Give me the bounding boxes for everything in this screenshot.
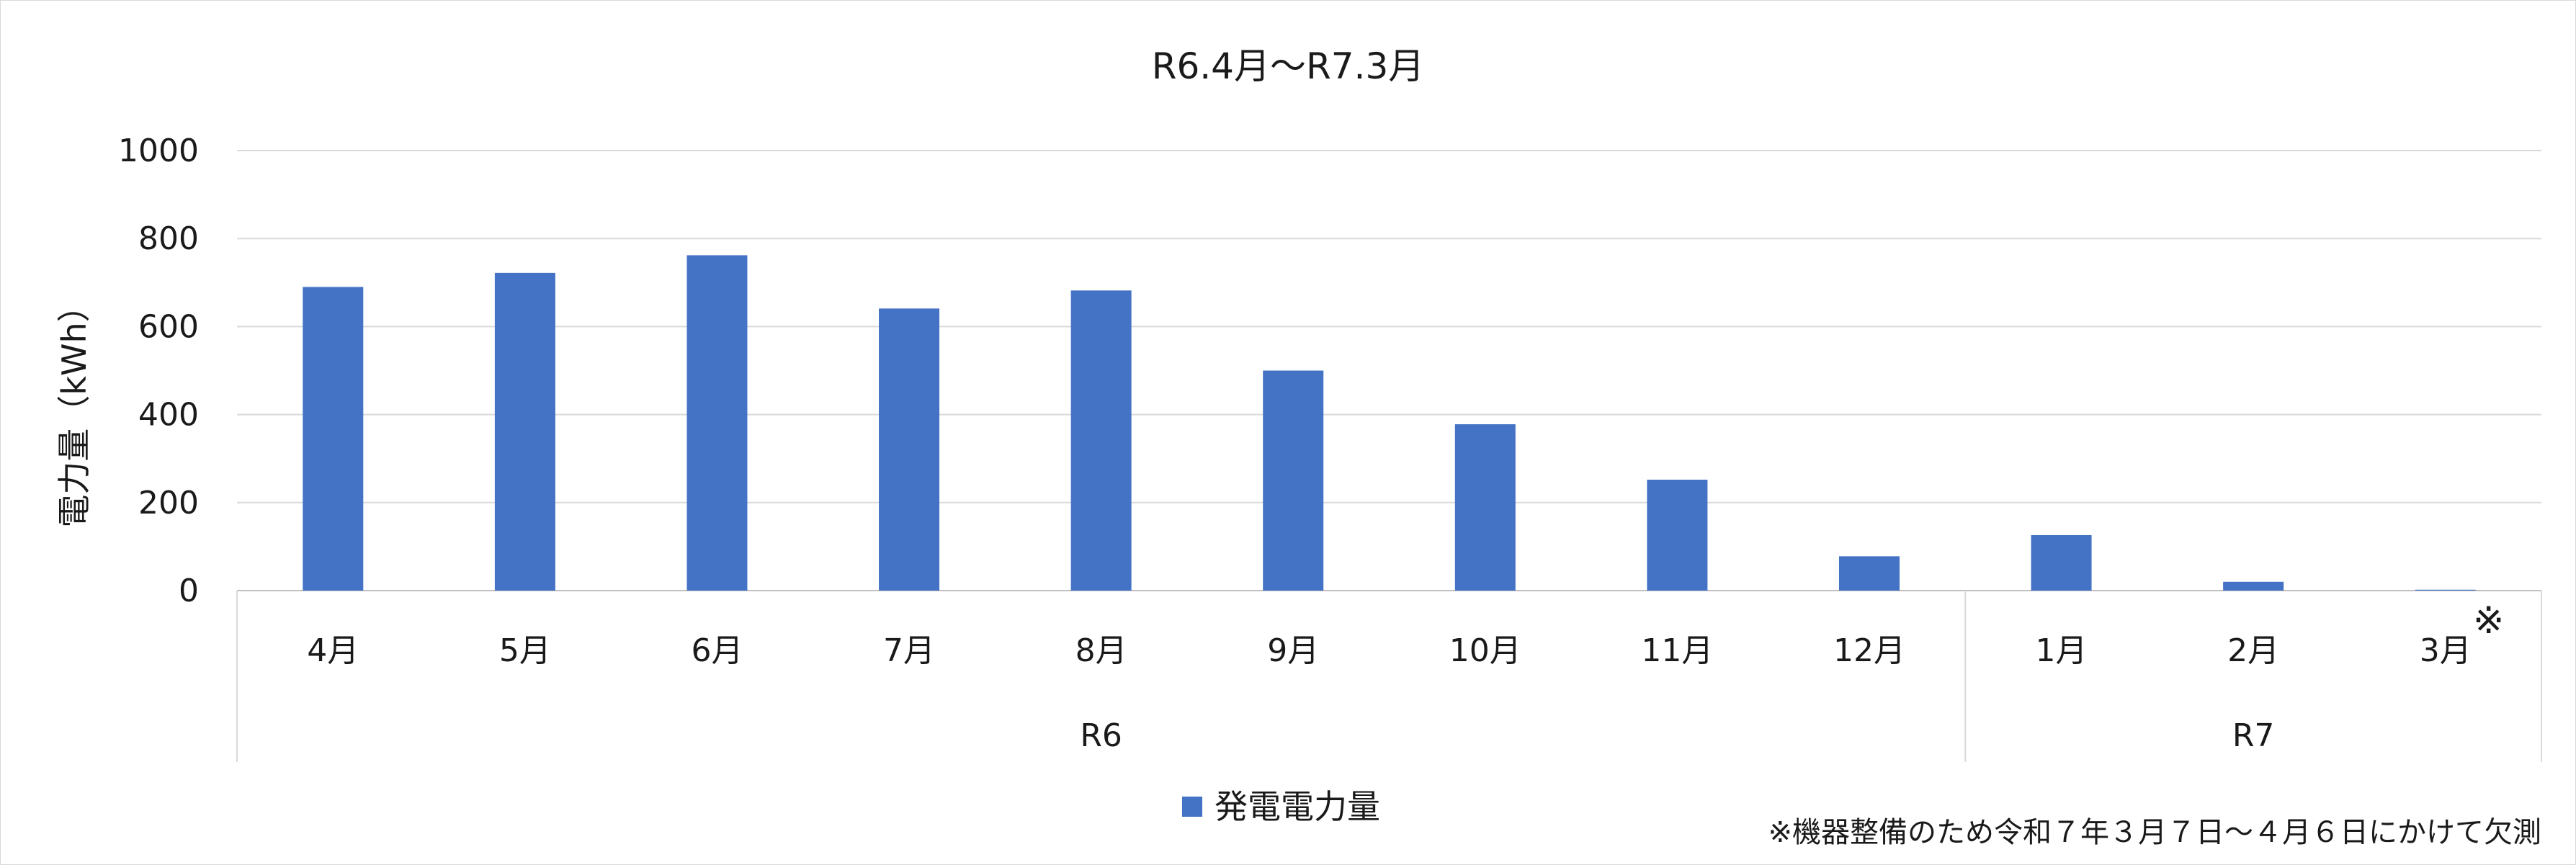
category-label: 11月 xyxy=(1641,632,1713,669)
group-label: R7 xyxy=(2232,717,2275,754)
legend-swatch xyxy=(1182,797,1202,817)
bar xyxy=(494,272,555,591)
bar xyxy=(1454,424,1516,591)
category-label: 5月 xyxy=(499,632,551,669)
category-label: 12月 xyxy=(1833,632,1905,669)
group-axis: R6 R7 xyxy=(236,591,2542,762)
footnote: ※機器整備のため令和７年３月７日～４月６日にかけて欠測 xyxy=(1768,816,2541,849)
legend-label: 発電電力量 xyxy=(1215,787,1380,826)
bar xyxy=(2223,581,2284,591)
bars xyxy=(303,255,2476,591)
category-label: 9月 xyxy=(1267,632,1319,669)
y-tick-label: 600 xyxy=(138,308,199,345)
category-labels: 4月 5月 6月 7月 8月 9月 10月 11月 12月 1月 2月 3月※ xyxy=(307,599,2504,669)
y-axis-ticks: 0 200 400 600 800 1000 xyxy=(118,133,199,609)
y-tick-label: 800 xyxy=(138,220,199,257)
y-axis-title: 電力量（kWh） xyxy=(55,289,94,527)
legend: 発電電力量 xyxy=(1182,787,1380,826)
category-label: 10月 xyxy=(1449,632,1521,669)
y-tick-label: 0 xyxy=(179,573,199,609)
category-label: 6月 xyxy=(691,632,743,669)
bar xyxy=(687,255,748,591)
bar xyxy=(1647,480,1708,591)
bar xyxy=(1838,556,1900,591)
annotation-mark: ※ xyxy=(2473,599,2505,642)
y-tick-label: 400 xyxy=(138,397,199,434)
category-label: 8月 xyxy=(1075,632,1127,669)
bar xyxy=(1263,370,1324,591)
y-tick-label: 1000 xyxy=(118,133,199,169)
bar xyxy=(303,287,364,591)
bar xyxy=(879,308,940,591)
category-label: 2月 xyxy=(2227,632,2279,669)
gridlines xyxy=(237,150,2541,591)
bar xyxy=(2031,535,2092,591)
category-label: 3月 xyxy=(2420,632,2472,669)
chart-title: R6.4月～R7.3月 xyxy=(1152,45,1425,87)
category-label: 7月 xyxy=(883,632,935,669)
bar xyxy=(2415,589,2476,591)
category-label: 4月 xyxy=(307,632,359,669)
category-label: 1月 xyxy=(2036,632,2088,669)
group-label: R6 xyxy=(1080,717,1122,754)
y-tick-label: 200 xyxy=(138,485,199,521)
bar xyxy=(1070,290,1132,591)
